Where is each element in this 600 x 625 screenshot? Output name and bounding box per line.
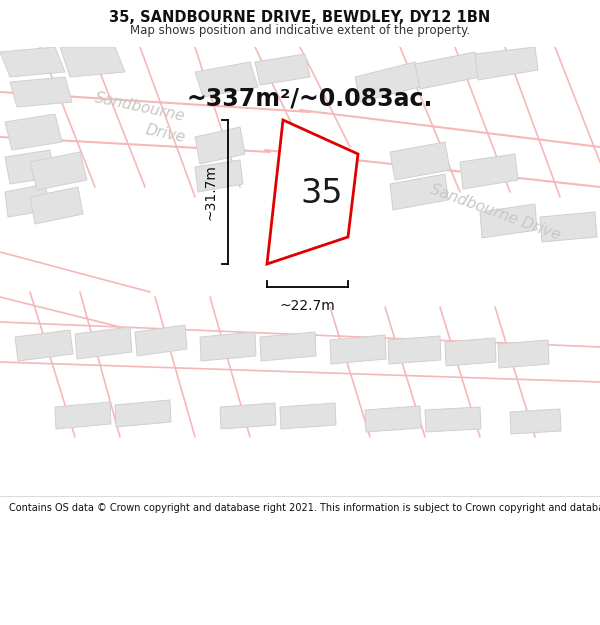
Text: 35, SANDBOURNE DRIVE, BEWDLEY, DY12 1BN: 35, SANDBOURNE DRIVE, BEWDLEY, DY12 1BN	[109, 11, 491, 26]
Polygon shape	[390, 142, 450, 180]
Polygon shape	[355, 62, 420, 102]
Polygon shape	[415, 52, 480, 89]
Polygon shape	[425, 407, 481, 432]
Polygon shape	[5, 150, 55, 184]
Text: ~22.7m: ~22.7m	[280, 299, 335, 313]
Polygon shape	[510, 409, 561, 434]
Polygon shape	[5, 114, 62, 150]
Polygon shape	[255, 54, 310, 85]
Text: Contains OS data © Crown copyright and database right 2021. This information is : Contains OS data © Crown copyright and d…	[9, 503, 600, 512]
Polygon shape	[390, 174, 448, 210]
Polygon shape	[330, 335, 386, 364]
Text: ~337m²/~0.083ac.: ~337m²/~0.083ac.	[187, 87, 433, 111]
Polygon shape	[15, 330, 73, 361]
Polygon shape	[445, 338, 496, 366]
Text: Sandbourne: Sandbourne	[94, 90, 187, 124]
Polygon shape	[75, 327, 132, 359]
Polygon shape	[195, 62, 258, 97]
Polygon shape	[195, 160, 243, 192]
Polygon shape	[30, 152, 87, 190]
Polygon shape	[115, 400, 171, 427]
Polygon shape	[220, 403, 276, 429]
Polygon shape	[200, 332, 256, 361]
Polygon shape	[195, 127, 245, 164]
Polygon shape	[460, 154, 518, 189]
Text: Drive: Drive	[143, 122, 187, 146]
Polygon shape	[365, 406, 421, 432]
Polygon shape	[5, 184, 50, 217]
Polygon shape	[267, 120, 358, 264]
Polygon shape	[260, 332, 316, 361]
Polygon shape	[55, 402, 111, 429]
Text: 35: 35	[301, 177, 343, 210]
Polygon shape	[280, 403, 336, 429]
Polygon shape	[10, 77, 72, 107]
Text: Sandbourne Drive: Sandbourne Drive	[428, 181, 562, 243]
Polygon shape	[480, 204, 537, 238]
Polygon shape	[475, 47, 538, 80]
Text: Map shows position and indicative extent of the property.: Map shows position and indicative extent…	[130, 24, 470, 37]
Polygon shape	[0, 47, 65, 77]
Polygon shape	[540, 212, 597, 242]
Polygon shape	[388, 336, 441, 364]
Polygon shape	[498, 340, 549, 368]
Polygon shape	[30, 187, 83, 224]
Polygon shape	[135, 325, 187, 356]
Polygon shape	[60, 47, 125, 77]
Text: ~31.7m: ~31.7m	[204, 164, 218, 220]
